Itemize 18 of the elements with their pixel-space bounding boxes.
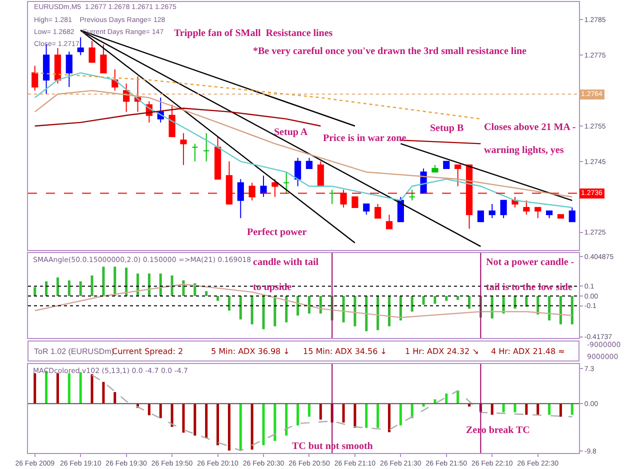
text: Current Spread: 2 — [112, 347, 184, 356]
annotation: tail is to the low side — [486, 282, 573, 293]
text: 1 Hr: ADX 24.32 ↘ — [405, 347, 479, 356]
annotation: Setup A — [274, 127, 308, 138]
annotation: Price is in war zone — [323, 133, 407, 144]
annotation: warning lights, yes — [484, 145, 564, 156]
annotation: Not a power candle - — [486, 257, 574, 268]
annotation: Setup B — [430, 123, 464, 134]
annotation: Tripple fan of SMall Resistance lines — [174, 28, 333, 39]
annotation: to upside — [253, 282, 292, 293]
annotation: *Be very careful once you've drawn the 3rd small resistance line — [253, 46, 528, 57]
text: 4 Hr: ADX 21.48 ≈ — [491, 347, 565, 356]
annotation: Closes above 21 MA - — [484, 122, 576, 133]
annotation: candle with tail — [253, 257, 319, 268]
text: ToR 1.02 (EURUSDm) — [34, 347, 114, 356]
annotation: Perfect power — [247, 227, 308, 238]
text: 5 Min: ADX 36.98 ↓ — [211, 347, 290, 356]
text: 15 Min: ADX 34.56 ↓ — [303, 347, 387, 356]
